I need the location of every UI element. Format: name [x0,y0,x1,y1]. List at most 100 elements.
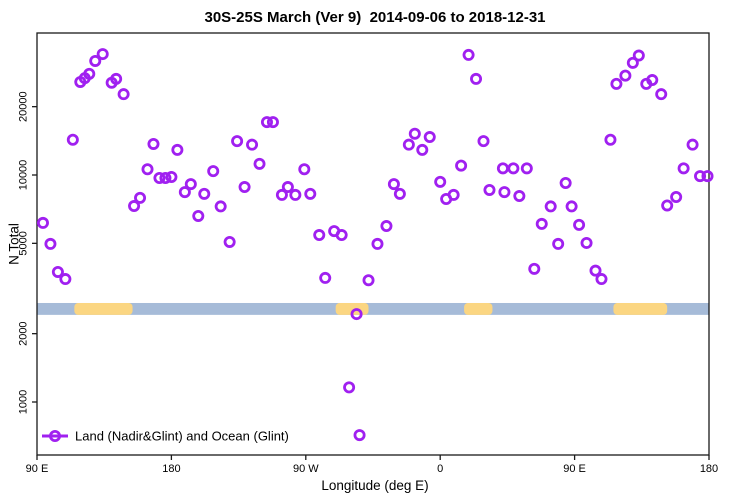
legend: Land (Nadir&Glint) and Ocean (Glint) [42,429,289,444]
data-point [128,200,141,213]
y-tick-label: 10000 [18,160,30,191]
data-point [319,271,332,284]
chart-title: 30S-25S March (Ver 9) 2014-09-06 to 2018… [204,9,546,26]
data-point [686,138,699,151]
data-point [223,235,236,248]
data-point [275,188,288,201]
data-point [36,216,49,229]
data-point [171,143,184,156]
data-point [304,187,317,200]
data-point [477,135,490,148]
data-point [231,135,244,148]
data-point [632,49,645,62]
data-point [619,69,632,82]
data-point [701,170,714,183]
plot-frame [36,32,710,456]
y-tick-label: 1000 [18,390,30,414]
data-point [353,429,366,442]
x-tick-label: 180 [162,463,180,475]
data-point [655,88,668,101]
data-point [528,262,541,275]
surface-band [37,302,709,315]
data-point [507,162,520,175]
data-point [253,157,266,170]
data-point [455,159,468,172]
data-point [535,217,548,230]
legend-label: Land (Nadir&Glint) and Ocean (Glint) [75,429,289,444]
data-point [178,186,191,199]
y-tick-label: 20000 [18,91,30,122]
data-point [573,218,586,231]
data-point [134,191,147,204]
data-point [184,178,197,191]
data-point [192,209,205,222]
data-points [36,48,714,442]
data-point [694,170,707,183]
x-tick-label: 180 [700,463,718,475]
data-point [470,72,483,85]
data-point [96,48,109,61]
data-point [402,138,415,151]
data-point [408,127,421,140]
land-band-segment [74,302,133,315]
data-point [447,188,460,201]
data-point [661,199,674,212]
data-point [313,229,326,242]
data-point [165,170,178,183]
data-point [677,162,690,175]
data-point [462,48,475,61]
data-point [513,190,526,203]
data-point [580,236,593,249]
data-point [44,237,57,250]
data-point [595,273,608,286]
data-point [238,181,251,194]
data-point [298,163,311,176]
data-point [380,220,393,233]
data-point [66,133,79,146]
data-point [141,163,154,176]
data-point [260,116,273,129]
data-point [343,381,356,394]
data-point [289,188,302,201]
data-point [434,175,447,188]
data-point [552,237,565,250]
data-point [335,229,348,242]
y-tick-label: 2000 [18,321,30,345]
data-point [423,131,436,144]
data-point [362,274,375,287]
axis-ticks: 90 E 180 90 W 0 90 E 180 1000 2000 5000 10000 2000… [18,91,719,475]
data-point [393,187,406,200]
data-point [51,265,64,278]
data-point [589,264,602,277]
data-point [266,116,279,129]
data-point [416,143,429,156]
x-tick-label: 0 [437,463,443,475]
data-point [544,200,557,213]
x-tick-label: 90 E [563,463,586,475]
data-point [89,54,102,67]
data-point [559,177,572,190]
data-point [350,308,363,321]
data-point [83,67,96,80]
data-point [281,181,294,194]
legend-marker-icon [49,429,62,442]
x-tick-label: 90 E [26,463,49,475]
data-point [246,138,259,151]
data-point [207,165,220,178]
data-point [626,56,639,69]
data-point [646,74,659,87]
data-point [610,77,623,90]
data-point [371,237,384,250]
data-point [159,172,172,185]
data-point [59,273,72,286]
data-point [147,137,160,150]
data-point [496,162,509,175]
data-point [604,133,617,146]
data-point [387,178,400,191]
data-point [198,187,211,200]
x-tick-label: 90 W [293,463,319,475]
ocean-band [37,302,709,315]
plot-border [36,32,710,456]
data-point [117,88,130,101]
